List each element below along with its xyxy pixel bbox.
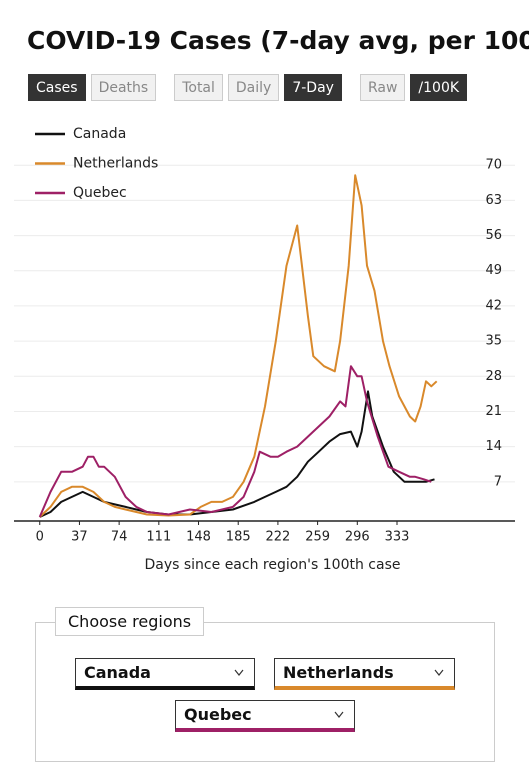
x-axis-label: Days since each region's 100th case [144,557,400,573]
series-line [38,365,432,518]
toggle-button[interactable]: Cases [28,74,86,101]
series-line [39,174,438,518]
series-line [39,390,435,518]
x-tick-label: 74 [111,530,128,545]
y-tick-label: 7 [494,474,502,489]
x-tick-label: 185 [226,530,251,545]
toggle-button[interactable]: /100K [410,74,468,101]
x-tick-label: 111 [146,530,171,545]
chart: 7 14 21 28 35 42 49 56 63 70 0 37 74 111 148 185 222 259 2… [14,126,515,573]
region-select-label: Canada [84,663,151,682]
x-tick-label: 37 [71,530,88,545]
toggle-button[interactable]: Total [174,74,223,101]
x-tick-label: 222 [265,530,290,545]
toggle-button[interactable]: Raw [359,74,406,101]
x-tick-label: 0 [36,530,44,545]
x-tick-label: 148 [186,530,211,545]
x-tick-label: 296 [345,530,370,545]
y-tick-label: 49 [485,263,502,278]
button-group: Total Daily 7-Day [174,74,342,101]
region-select[interactable]: Canada [75,658,255,690]
y-tick-label: 21 [485,404,502,419]
region-select[interactable]: Quebec [175,700,355,732]
region-select[interactable]: Netherlands [274,658,455,690]
region-select-label: Netherlands [283,663,394,682]
legend-label: Quebec [73,185,127,201]
region-picker [35,622,495,762]
y-tick-label: 42 [485,298,502,313]
x-tick-label: 333 [385,530,410,545]
toggle-bar: Cases Deaths Total Daily 7-Day Raw/100K [28,74,485,101]
page-title: COVID-19 Cases (7-day avg, per 100 [27,26,529,55]
button-group: Cases Deaths [28,74,157,101]
x-tick-label: 259 [305,530,330,545]
y-tick-label: 70 [485,158,502,173]
toggle-button[interactable]: Daily [227,74,280,101]
region-select-label: Quebec [184,705,252,724]
y-tick-label: 14 [485,439,502,454]
picker-legend: Choose regions [55,607,205,636]
y-tick-label: 35 [485,334,502,349]
chevron [234,669,244,676]
toggle-button[interactable]: Deaths [90,74,157,101]
chevron [434,669,444,676]
y-tick-label: 28 [485,369,502,384]
toggle-button[interactable]: 7-Day [284,74,342,101]
y-tick-label: 63 [485,193,502,208]
y-tick-label: 56 [485,228,502,243]
chevron [334,711,344,718]
legend-label: Netherlands [73,156,158,172]
button-group: Raw/100K [359,74,468,101]
legend-label: Canada [73,126,126,142]
